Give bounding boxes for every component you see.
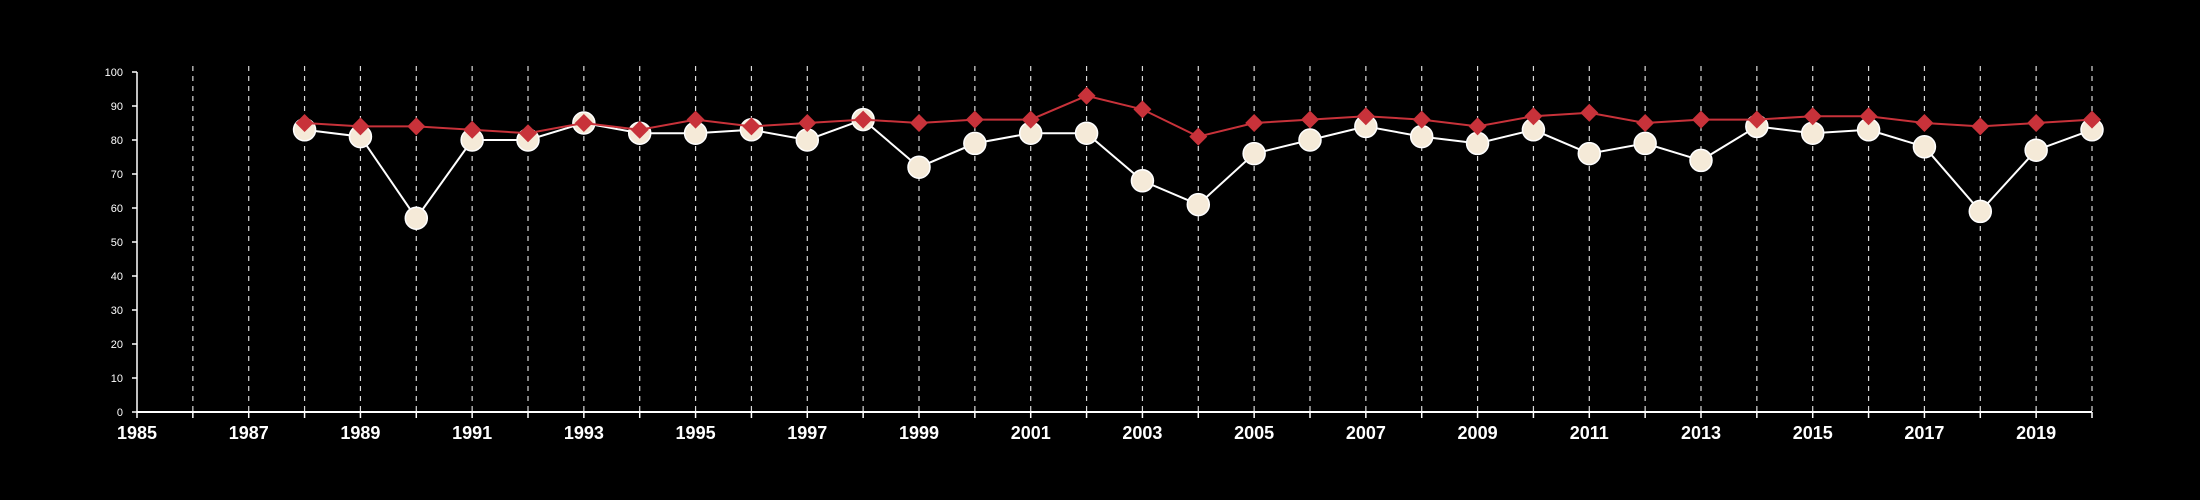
data-point-circle	[1968, 199, 1993, 224]
data-point-circle	[1409, 124, 1434, 149]
data-point-diamond	[574, 114, 593, 132]
data-point-diamond	[1301, 110, 1319, 129]
data-point-circle	[1689, 148, 1713, 173]
y-axis: 0 10 20 30 40 50 60 70 80 90 100	[105, 67, 138, 419]
x-tick-label: 2011	[1570, 423, 1609, 443]
data-point-diamond	[1412, 110, 1431, 129]
y-tick-label: 80	[111, 135, 123, 147]
data-point-diamond	[1859, 107, 1878, 126]
data-point-circle	[1130, 169, 1155, 193]
data-point-circle	[1074, 121, 1099, 145]
x-tick-label: 1997	[787, 423, 827, 443]
data-point-diamond	[630, 120, 649, 139]
x-tick-label: 1989	[340, 423, 380, 443]
data-point-circle	[795, 128, 820, 152]
x-tick-label: 2005	[1234, 423, 1274, 443]
x-tick-label: 1991	[452, 423, 492, 443]
data-point-diamond	[2027, 114, 2046, 132]
y-tick-label: 100	[105, 67, 123, 79]
data-point-diamond	[2083, 110, 2101, 129]
series-layer	[292, 86, 2104, 230]
data-point-diamond	[742, 117, 761, 136]
x-tick-label: 2001	[1011, 423, 1051, 443]
data-point-circle	[1577, 141, 1602, 166]
x-tick-label: 1995	[676, 423, 716, 443]
x-tick-label: 2019	[2016, 423, 2056, 443]
x-tick-label: 1993	[564, 423, 604, 443]
data-point-circle	[1298, 128, 1322, 152]
y-tick-label: 30	[111, 305, 123, 317]
data-point-diamond	[1077, 86, 1096, 105]
grid-lines	[192, 66, 2093, 412]
data-point-diamond	[686, 110, 705, 129]
data-point-diamond	[1245, 114, 1264, 132]
data-point-diamond	[295, 114, 314, 132]
data-point-diamond	[1636, 114, 1655, 132]
data-point-circle	[404, 206, 429, 230]
data-point-diamond	[1692, 110, 1710, 129]
data-point-diamond	[854, 110, 873, 129]
data-point-diamond	[1189, 127, 1208, 146]
x-tick-label: 2017	[1904, 423, 1944, 443]
data-point-diamond	[1803, 107, 1822, 126]
data-point-circle	[1633, 131, 1657, 156]
y-tick-label: 20	[111, 339, 123, 351]
y-tick-label: 40	[111, 271, 123, 283]
data-point-diamond	[1747, 110, 1766, 129]
x-tick-label: 1985	[117, 423, 157, 443]
data-point-circle	[1465, 131, 1490, 156]
x-tick-label: 1987	[229, 423, 269, 443]
y-tick-label: 10	[111, 373, 123, 385]
data-point-diamond	[798, 114, 817, 132]
x-tick-label: 2015	[1793, 423, 1833, 443]
data-point-diamond	[463, 120, 482, 139]
data-point-diamond	[1971, 117, 1990, 136]
data-point-circle	[1912, 135, 1937, 159]
y-tick-label: 70	[111, 169, 123, 181]
data-point-circle	[1242, 141, 1266, 166]
data-point-diamond	[1580, 103, 1599, 122]
x-tick-label: 2003	[1122, 423, 1162, 443]
data-point-diamond	[1915, 114, 1934, 132]
x-axis: 1985 1987 1989 1991 1993 1995 1997 1999 2001 2003…	[117, 411, 2093, 443]
x-tick-label: 2013	[1681, 423, 1721, 443]
data-point-diamond	[1133, 100, 1152, 119]
data-point-diamond	[1356, 107, 1375, 126]
y-tick-label: 60	[111, 203, 123, 215]
data-point-circle	[907, 155, 931, 179]
data-point-diamond	[965, 110, 984, 129]
data-point-diamond	[1524, 107, 1543, 126]
data-point-diamond	[910, 114, 928, 132]
series-markers-diamonds	[295, 86, 2101, 146]
data-point-circle	[1800, 121, 1825, 145]
data-point-circle	[1186, 192, 1211, 217]
x-tick-label: 2009	[1458, 423, 1498, 443]
y-tick-label: 90	[111, 101, 123, 113]
x-tick-label: 2007	[1346, 423, 1386, 443]
y-tick-label: 50	[111, 237, 123, 249]
y-tick-label: 0	[117, 407, 123, 419]
data-point-diamond	[407, 117, 426, 136]
data-point-diamond	[1021, 110, 1040, 129]
data-point-diamond	[1468, 117, 1487, 136]
data-point-circle	[2024, 138, 2048, 162]
data-point-circle	[963, 131, 987, 156]
data-point-diamond	[351, 117, 370, 136]
data-point-diamond	[519, 124, 537, 143]
x-tick-label: 1999	[899, 423, 939, 443]
